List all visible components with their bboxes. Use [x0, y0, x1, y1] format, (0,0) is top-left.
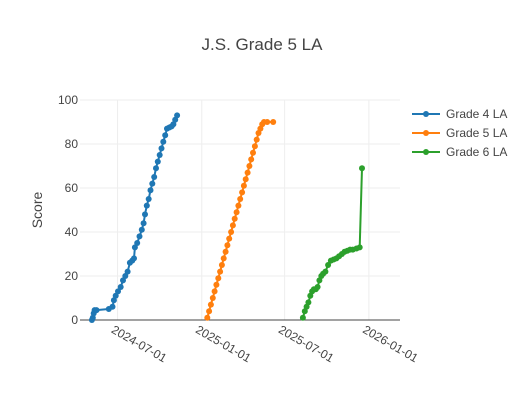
data-point — [93, 307, 100, 314]
data-point — [142, 211, 148, 218]
data-point — [299, 314, 306, 321]
data-point — [314, 284, 321, 290]
legend-swatch-marker — [423, 149, 429, 155]
y-tick-label: 60 — [65, 181, 79, 195]
data-point — [325, 262, 332, 268]
data-point — [206, 308, 213, 315]
grid-lines — [80, 99, 400, 320]
y-tick-label: 80 — [65, 137, 79, 151]
data-point — [231, 215, 238, 222]
data-point — [220, 255, 227, 262]
series-grade-4-la — [88, 112, 181, 323]
y-axis-label: Score — [29, 192, 45, 229]
series-line — [90, 115, 179, 321]
data-point — [112, 292, 119, 299]
data-point — [149, 180, 156, 187]
data-point — [270, 119, 277, 125]
y-tick-label: 20 — [65, 269, 79, 283]
chart-title: J.S. Grade 5 LA — [202, 35, 324, 54]
data-point — [239, 189, 246, 196]
data-point — [248, 156, 255, 163]
data-point — [162, 132, 169, 139]
y-tick-label: 0 — [71, 313, 78, 327]
data-point — [117, 284, 124, 290]
y-tick-label: 100 — [58, 93, 78, 107]
data-point — [120, 277, 126, 284]
legend-label: Grade 6 LA — [446, 145, 507, 159]
legend-item[interactable]: Grade 4 LA — [412, 107, 507, 121]
data-point — [158, 145, 165, 152]
legend-label: Grade 5 LA — [446, 126, 507, 140]
data-point — [160, 138, 167, 145]
data-point — [213, 281, 220, 288]
series-grade-5-la — [204, 119, 277, 321]
data-point — [115, 288, 121, 295]
data-point — [322, 268, 329, 275]
data-point — [204, 314, 211, 321]
data-point — [233, 209, 240, 216]
data-point — [131, 255, 137, 262]
data-point — [143, 202, 150, 209]
y-tick-label: 40 — [65, 225, 79, 239]
legend-item[interactable]: Grade 6 LA — [412, 145, 507, 159]
legend-label: Grade 4 LA — [446, 107, 507, 121]
series-grade-6-la — [299, 165, 365, 321]
data-point — [237, 196, 244, 202]
data-point — [174, 112, 181, 119]
data-series — [88, 112, 365, 323]
data-point — [253, 136, 260, 143]
data-point — [250, 149, 256, 156]
data-point — [228, 229, 235, 235]
data-point — [154, 158, 161, 165]
data-point — [134, 240, 141, 246]
data-point — [145, 196, 152, 202]
data-point — [251, 143, 258, 150]
data-point — [229, 222, 236, 229]
data-point — [138, 226, 145, 233]
data-point — [156, 152, 163, 158]
data-point — [211, 288, 218, 295]
data-point — [207, 301, 214, 308]
data-point — [226, 235, 233, 242]
data-point — [246, 163, 253, 169]
data-point — [109, 303, 116, 310]
data-point — [122, 273, 129, 279]
series-line — [206, 121, 274, 319]
data-point — [222, 248, 229, 255]
data-point — [209, 295, 216, 301]
data-point — [244, 169, 251, 176]
data-point — [147, 187, 154, 194]
data-point — [242, 176, 249, 183]
data-point — [136, 233, 143, 240]
legend-swatch-marker — [423, 111, 429, 117]
data-point — [217, 268, 224, 275]
data-point — [153, 165, 159, 172]
data-point — [264, 119, 271, 125]
data-point — [131, 244, 138, 251]
legend-swatch-marker — [423, 130, 429, 136]
data-point — [359, 165, 365, 172]
data-point — [240, 182, 247, 189]
data-point — [235, 202, 242, 209]
data-point — [124, 268, 131, 275]
data-point — [215, 275, 222, 282]
legend-item[interactable]: Grade 5 LA — [412, 126, 507, 140]
data-point — [218, 262, 225, 268]
data-point — [356, 244, 363, 251]
legend[interactable]: Grade 4 LA Grade 5 LA Grade 6 LA — [412, 107, 507, 159]
data-point — [305, 299, 312, 306]
data-point — [140, 220, 147, 227]
data-point — [151, 174, 158, 180]
data-point — [224, 242, 231, 249]
